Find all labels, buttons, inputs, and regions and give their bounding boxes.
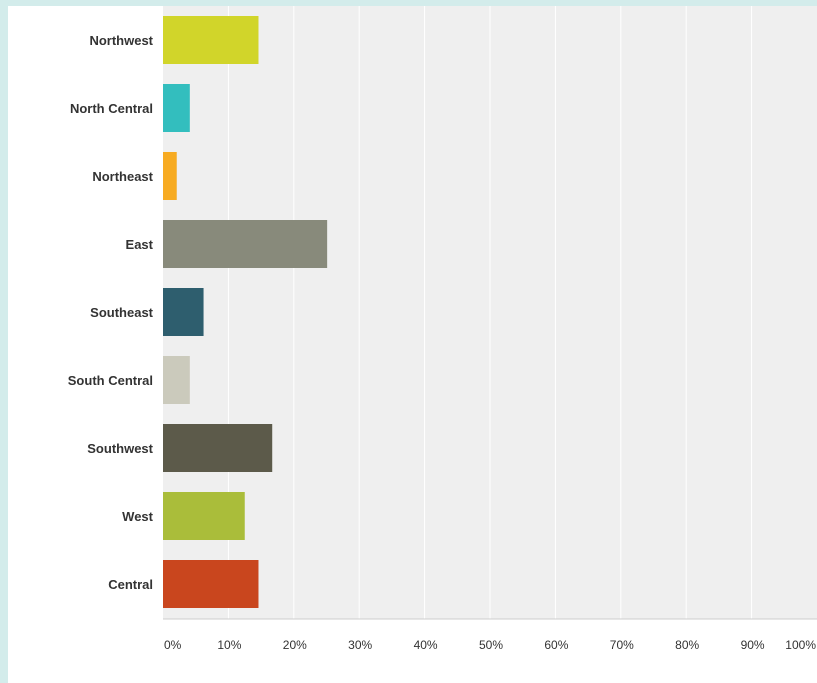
bar-chart: Northwest North Central Northeast East South… — [68, 6, 817, 652]
x-tick-label: 60% — [544, 638, 568, 652]
x-tick-label: 50% — [479, 638, 503, 652]
chart-frame: Northwest North Central Northeast East South… — [8, 6, 817, 683]
bar-north-central — [163, 84, 190, 132]
category-label: West — [122, 509, 153, 524]
bar-southeast — [163, 288, 204, 336]
x-tick-label: 40% — [414, 638, 438, 652]
x-tick-label: 30% — [348, 638, 372, 652]
x-tick-label: 80% — [675, 638, 699, 652]
x-tick-label: 20% — [283, 638, 307, 652]
category-label: East — [126, 237, 154, 252]
bar-east — [163, 220, 328, 268]
x-tick-label: 70% — [610, 638, 634, 652]
category-label: Southeast — [90, 305, 154, 320]
category-label: North Central — [70, 101, 153, 116]
bar-west — [163, 492, 245, 540]
bar-northeast — [163, 152, 177, 200]
x-tick-label: 100% — [785, 638, 816, 652]
x-tick-label: 90% — [741, 638, 765, 652]
category-label: South Central — [68, 373, 153, 388]
bar-southwest — [163, 424, 273, 472]
category-label: Northeast — [92, 169, 153, 184]
category-label: Central — [108, 577, 153, 592]
x-tick-label: 10% — [217, 638, 241, 652]
category-label: Northwest — [89, 33, 153, 48]
category-label: Southwest — [87, 441, 153, 456]
bar-northwest — [163, 16, 259, 64]
bar-south-central — [163, 356, 190, 404]
bar-central — [163, 560, 259, 608]
x-tick-label: 0% — [164, 638, 182, 652]
